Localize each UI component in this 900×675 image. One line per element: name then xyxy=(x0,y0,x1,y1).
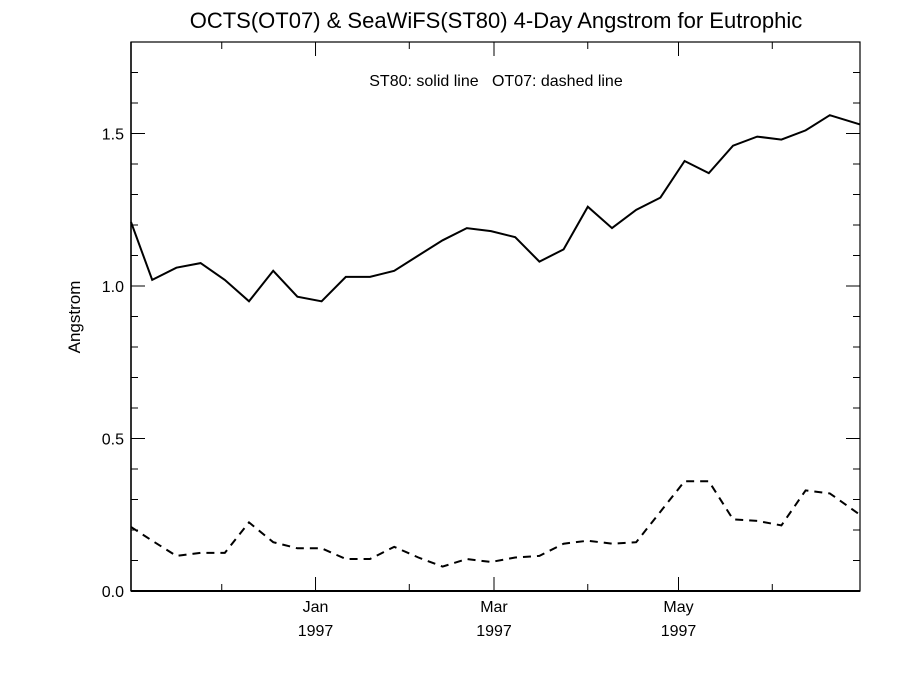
chart-title: OCTS(OT07) & SeaWiFS(ST80) 4-Day Angstro… xyxy=(190,8,803,33)
x-tick-year-label: 1997 xyxy=(661,623,697,640)
series-line-st80 xyxy=(130,114,861,303)
plot-frame xyxy=(130,41,861,592)
x-tick-year-label: 1997 xyxy=(476,623,512,640)
x-tick-year-label: 1997 xyxy=(298,623,334,640)
line-style-note: ST80: solid line OT07: dashed line xyxy=(369,73,623,90)
y-tick-label: 1.0 xyxy=(102,279,124,296)
series-layer xyxy=(130,114,861,568)
axis-ticks: 0.0 0.5 1.0 1.5 Jan 1997 Mar 1997 May 1997 xyxy=(102,41,860,640)
x-tick-month-label: Jan xyxy=(303,599,329,616)
x-tick-month-label: May xyxy=(663,599,693,616)
y-axis-label: Angstrom xyxy=(65,281,84,354)
x-tick-month-label: Mar xyxy=(480,599,508,616)
y-tick-label: 1.5 xyxy=(102,127,124,144)
series-line-ot07 xyxy=(130,480,861,568)
y-tick-label: 0.0 xyxy=(102,584,124,601)
y-tick-label: 0.5 xyxy=(102,432,124,449)
